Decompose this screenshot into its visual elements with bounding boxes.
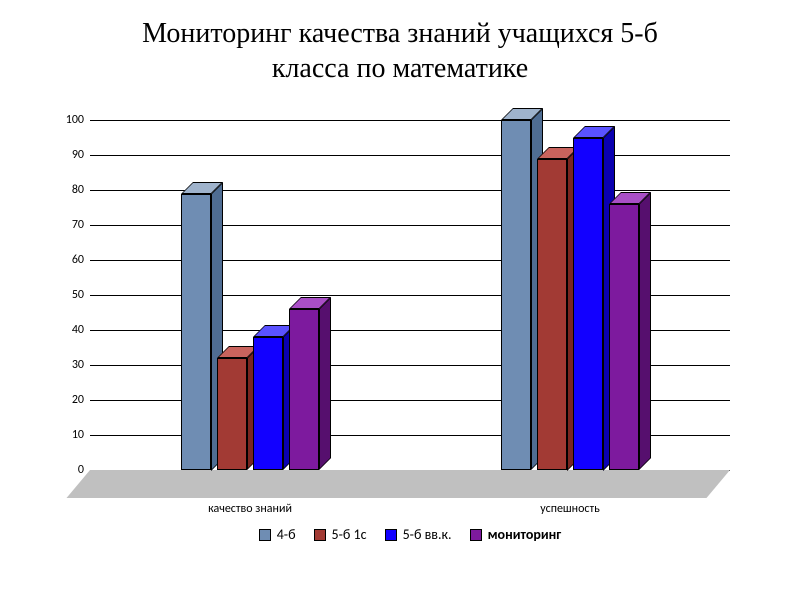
y-tick-label: 40 — [72, 323, 84, 337]
title-line-1: Мониторинг качества знаний учащихся 5-б — [142, 18, 658, 49]
legend-label: 4-б — [277, 526, 296, 543]
y-tick-label: 70 — [72, 218, 84, 232]
x-tick-label: качество знаний — [90, 502, 410, 520]
y-tick-label: 50 — [72, 288, 84, 302]
chart: 0102030405060708090100 качество знанийус… — [50, 120, 750, 550]
x-tick-label: успешность — [410, 502, 730, 520]
legend-swatch — [470, 529, 482, 541]
legend: 4-б 5-б 1с 5-б вв.к. мониторинг — [90, 526, 730, 543]
legend-swatch — [259, 529, 271, 541]
bar-group — [181, 120, 319, 470]
legend-label: 5-б вв.к. — [403, 526, 452, 543]
legend-item: мониторинг — [470, 526, 562, 543]
bar — [609, 204, 639, 470]
y-tick-label: 10 — [72, 428, 84, 442]
chart-floor — [67, 470, 730, 498]
y-tick-label: 80 — [72, 183, 84, 197]
bar-front — [253, 337, 283, 470]
y-tick-label: 100 — [66, 113, 84, 127]
title-line-2: класса по математике — [272, 53, 528, 84]
bar — [573, 138, 603, 471]
plot-area — [90, 120, 730, 470]
bar — [253, 337, 283, 470]
x-axis-labels: качество знанийуспешность — [90, 502, 730, 520]
legend-item: 5-б вв.к. — [385, 526, 452, 543]
y-tick-label: 90 — [72, 148, 84, 162]
bar-side — [639, 192, 651, 470]
legend-item: 5-б 1с — [314, 526, 367, 543]
bar — [501, 120, 531, 470]
y-tick-label: 30 — [72, 358, 84, 372]
y-tick-label: 20 — [72, 393, 84, 407]
legend-item: 4-б — [259, 526, 296, 543]
y-tick-label: 0 — [78, 463, 84, 477]
bar-group — [501, 120, 639, 470]
legend-label: мониторинг — [488, 526, 562, 543]
legend-swatch — [314, 529, 326, 541]
bar — [537, 159, 567, 471]
y-axis-labels: 0102030405060708090100 — [50, 120, 88, 470]
bar-front — [573, 138, 603, 471]
bar — [217, 358, 247, 470]
legend-swatch — [385, 529, 397, 541]
legend-label: 5-б 1с — [332, 526, 367, 543]
slide-title: Мониторинг качества знаний учащихся 5-б … — [0, 0, 800, 86]
slide: Мониторинг качества знаний учащихся 5-б … — [0, 0, 800, 600]
bar-front — [289, 309, 319, 470]
bar-front — [537, 159, 567, 471]
bar-front — [217, 358, 247, 470]
y-tick-label: 60 — [72, 253, 84, 267]
bar-side — [319, 297, 331, 470]
bar — [181, 194, 211, 471]
bar-front — [501, 120, 531, 470]
bar-front — [181, 194, 211, 471]
bar-front — [609, 204, 639, 470]
bar — [289, 309, 319, 470]
